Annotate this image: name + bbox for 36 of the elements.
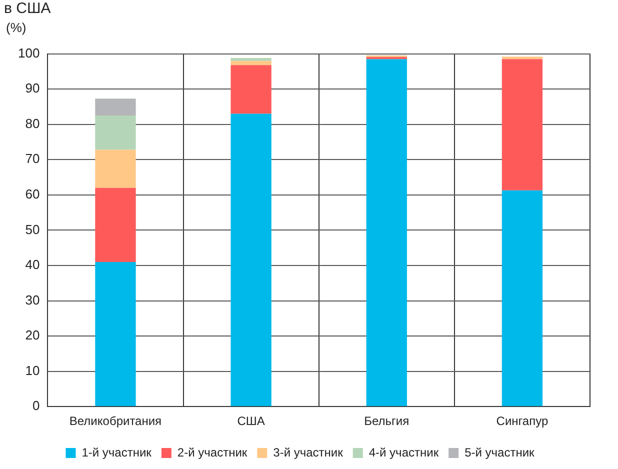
y-tick-label: 50 xyxy=(25,222,40,237)
bar xyxy=(95,150,136,188)
bar xyxy=(502,56,543,60)
bar xyxy=(502,190,543,406)
x-tick-label: Сингапур xyxy=(496,414,548,428)
y-tick-label: 60 xyxy=(25,186,40,202)
bar xyxy=(95,188,136,262)
bar xyxy=(95,98,136,116)
y-tick-label: 30 xyxy=(25,292,40,308)
bar xyxy=(230,65,272,114)
y-tick-label: 20 xyxy=(25,328,40,343)
bar xyxy=(366,59,407,406)
x-tick-label: Великобритания xyxy=(69,414,162,428)
bar xyxy=(230,114,272,406)
legend-label: 2-й участник xyxy=(177,445,248,460)
y-tick-label: 100 xyxy=(18,45,40,60)
x-tick-label: США xyxy=(237,414,265,428)
x-tick-label: Бельгия xyxy=(364,414,410,428)
y-axis-title: (%) xyxy=(6,20,26,35)
legend-label: 4-й участник xyxy=(368,445,440,460)
bar xyxy=(230,58,272,61)
chart-title: в США xyxy=(4,0,51,17)
y-tick-label: 0 xyxy=(32,398,40,414)
y-tick-label: 90 xyxy=(25,80,40,96)
bar xyxy=(230,60,272,66)
bar xyxy=(95,116,136,150)
y-tick-label: 10 xyxy=(25,362,40,378)
bar xyxy=(95,262,136,406)
bar xyxy=(502,59,543,190)
y-tick-label: 70 xyxy=(25,151,40,166)
y-tick-label: 80 xyxy=(25,116,40,131)
legend-label: 5-й участник xyxy=(464,445,536,460)
y-tick-label: 40 xyxy=(25,257,40,272)
bar xyxy=(366,56,407,60)
legend-label: 1-й участник xyxy=(82,445,152,460)
legend-label: 3-й участник xyxy=(273,445,344,460)
